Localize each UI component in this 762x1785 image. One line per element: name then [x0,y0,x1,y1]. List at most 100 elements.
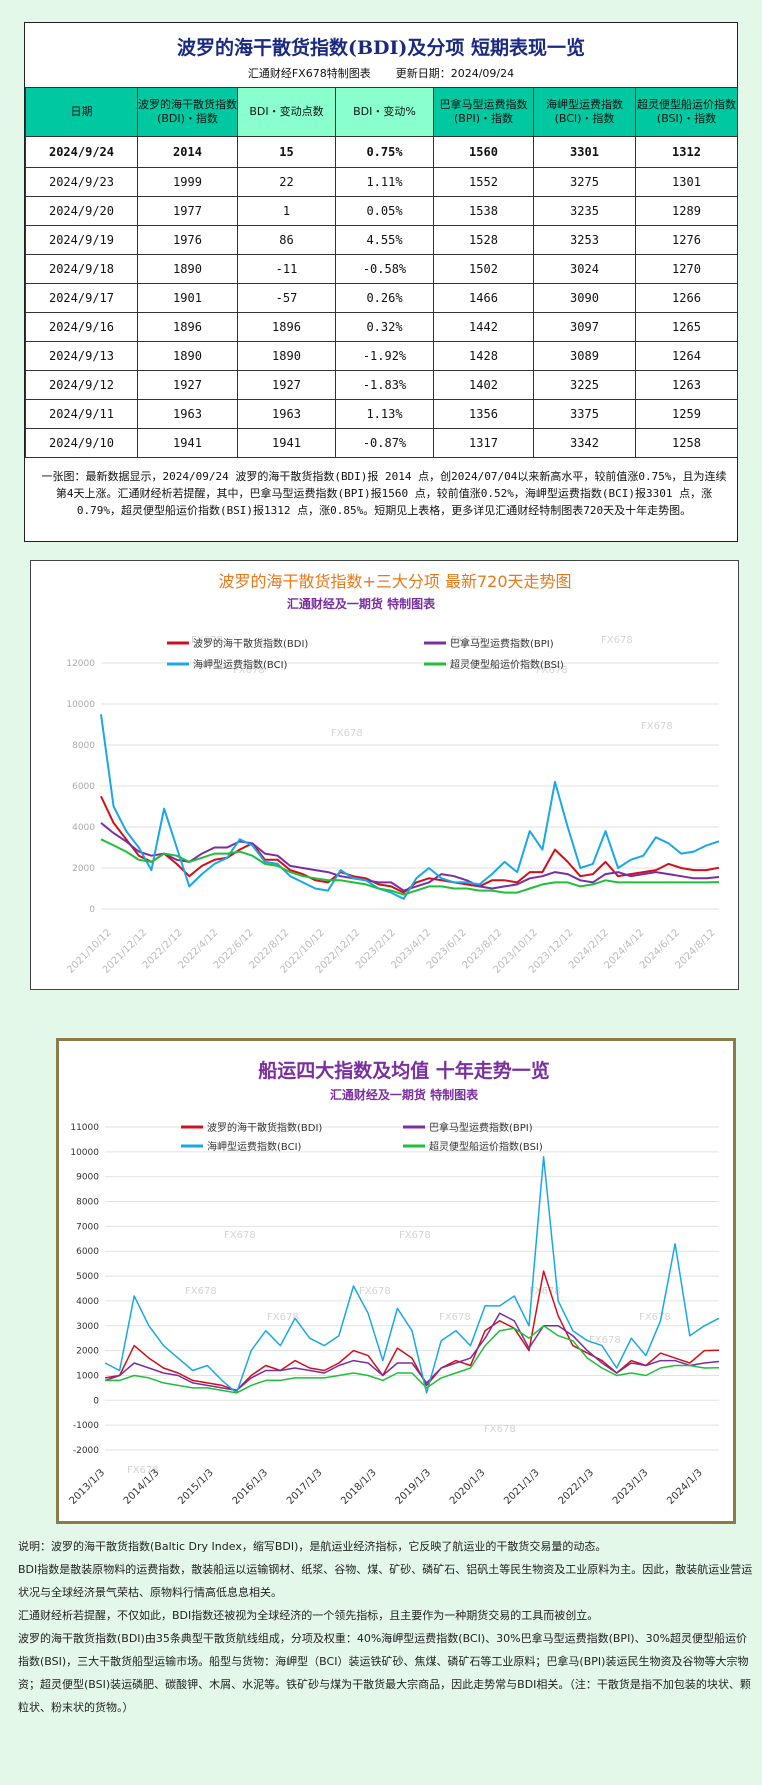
table-cell: -57 [237,283,336,313]
table-cell: 1896 [237,312,336,342]
watermark: FX678 [589,1335,621,1346]
watermark: FX678 [331,728,363,739]
col-header: BDI・变动点数 [237,87,336,137]
watermark: FX678 [185,1286,217,1297]
table-row: 2024/9/20 1977 1 0.05% 1538 3235 1289 [25,196,738,226]
table-cell: 1927 [137,370,238,400]
watermark: FX678 [399,1230,431,1241]
table-cell: 86 [237,225,336,255]
table-cell: 3024 [533,254,636,284]
series-line [104,1156,720,1394]
col-header: 波罗的海干散货指数(BDI)・指数 [137,87,238,137]
table-cell: 2024/9/20 [25,196,138,226]
table-row: 2024/9/18 1890 -11 -0.58% 1502 3024 1270 [25,254,738,284]
table-cell: -1.92% [335,341,434,371]
y-tick-label: 6000 [76,1247,99,1257]
bdi-table-panel: 波罗的海干散货指数(BDI)及分项 短期表现一览 汇通财经FX678特制图表 更… [24,22,738,542]
table-cell: 1552 [433,167,534,197]
table-cell: 3090 [533,283,636,313]
table-cell: 1442 [433,312,534,342]
watermark: FX678 [601,635,633,646]
table-cell: 3089 [533,341,636,371]
update-date: 更新日期：2024/09/24 [395,67,515,80]
table-cell: 1356 [433,399,534,429]
y-tick-label: -1000 [73,1421,99,1431]
table-cell: 1999 [137,167,238,197]
table-cell: 1289 [635,196,738,226]
watermark: FX678 [359,1286,391,1297]
y-tick-label: 0 [93,1396,99,1406]
table-cell: 1538 [433,196,534,226]
legend-label: 巴拿马型运费指数(BPI) [450,637,554,650]
table-cell: 4.55% [335,225,434,255]
watermark: FX678 [127,1465,159,1476]
watermark: FX678 [641,721,673,732]
table-header-row: 日期 波罗的海干散货指数(BDI)・指数 BDI・变动点数 BDI・变动% 巴拿… [25,87,738,137]
table-row: 2024/9/24 2014 15 0.75% 1560 3301 1312 [25,136,738,168]
table-subline: 汇通财经FX678特制图表 更新日期：2024/09/24 [25,65,737,81]
table-cell: 3275 [533,167,636,197]
legend-label: 超灵便型船运价指数(BSI) [450,658,564,671]
table-cell: 1890 [137,341,238,371]
table-cell: 1890 [237,341,336,371]
table-cell: 1901 [137,283,238,313]
table-cell: 0.75% [335,136,434,168]
table-row: 2024/9/12 1927 1927 -1.83% 1402 3225 1263 [25,370,738,400]
table-cell: 22 [237,167,336,197]
legend-label: 海岬型运费指数(BCI) [207,1140,302,1153]
watermark: FX678 [267,1312,299,1323]
watermark: FX678 [439,1312,471,1323]
chart-10-year-panel: 船运四大指数及均值 十年走势一览 汇通财经及一期货 特制图表 -2000 -1000 0… [56,1038,736,1524]
table-cell: 0.26% [335,283,434,313]
table-cell: 1258 [635,428,738,458]
legend-label: 波罗的海干散货指数(BDI) [193,637,308,650]
table-cell: 1263 [635,370,738,400]
table-cell: 3301 [533,136,636,168]
y-tick-label: 6000 [72,782,95,792]
y-tick-label: 12000 [66,659,95,669]
table-row: 2024/9/16 1896 1896 0.32% 1442 3097 1265 [25,312,738,342]
x-tick-label: 2022/1/3 [557,1467,597,1507]
y-tick-label: 9000 [76,1173,99,1183]
y-tick-label: 0 [89,905,95,915]
table-cell: 2014 [137,136,238,168]
table-cell: 3097 [533,312,636,342]
series-line [104,1312,720,1392]
description-paragraph: 说明：波罗的海干散货指数(Baltic Dry Index，缩写BDI)，是航运… [18,1540,607,1553]
y-tick-label: 1000 [76,1371,99,1381]
y-tick-label: 11000 [70,1123,99,1133]
table-row: 2024/9/11 1963 1963 1.13% 1356 3375 1259 [25,399,738,429]
legend-label: 海岬型运费指数(BCI) [193,658,288,671]
x-tick-label: 2017/1/3 [285,1467,325,1507]
table-cell: 2024/9/11 [25,399,138,429]
table-cell: 15 [237,136,336,168]
table-cell: 1502 [433,254,534,284]
chart-title: 波罗的海干散货指数+三大分项 最新720天走势图 [218,572,571,591]
x-tick-label: 2019/1/3 [394,1467,434,1507]
table-row: 2024/9/19 1976 86 4.55% 1528 3253 1276 [25,225,738,255]
series-line [100,795,720,894]
table-cell: 1264 [635,341,738,371]
y-tick-label: 3000 [76,1322,99,1332]
x-tick-label: 2018/1/3 [339,1467,379,1507]
table-cell: 1266 [635,283,738,313]
col-header: 海岬型运费指数(BCI)・指数 [533,87,636,137]
x-tick-label: 2024/1/3 [665,1467,705,1507]
table-cell: 2024/9/23 [25,167,138,197]
table-cell: 1466 [433,283,534,313]
y-tick-label: 2000 [76,1347,99,1357]
chart-title: 船运四大指数及均值 十年走势一览 [258,1059,550,1082]
table-row: 2024/9/10 1941 1941 -0.87% 1317 3342 1258 [25,428,738,458]
description-paragraph: 汇通财经析若提醒，不仅如此，BDI指数还被视为全球经济的一个领先指标，且主要作为… [18,1609,599,1622]
watermark: FX678 [484,1424,516,1435]
table-cell: -0.87% [335,428,434,458]
watermark: FX678 [639,1312,671,1323]
table-cell: 1.13% [335,399,434,429]
table-cell: -0.58% [335,254,434,284]
chart-subtitle: 汇通财经及一期货 特制图表 [330,1087,479,1102]
x-tick-label: 2023/1/3 [611,1467,651,1507]
table-cell: 0.05% [335,196,434,226]
table-cell: 1265 [635,312,738,342]
table-cell: 1528 [433,225,534,255]
